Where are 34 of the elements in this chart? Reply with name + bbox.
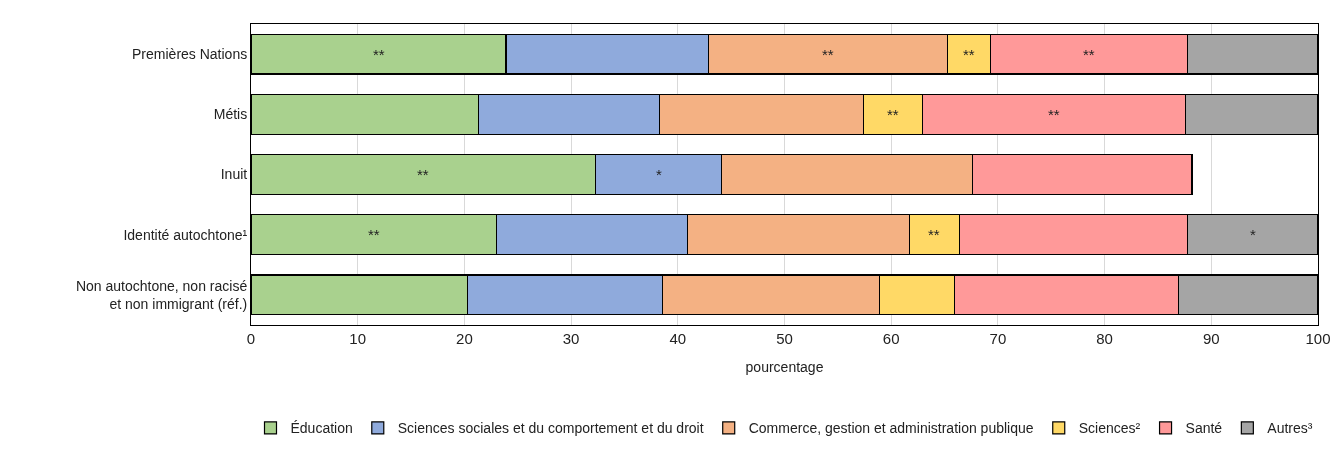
x-tick-label: 80 [1096, 330, 1113, 347]
data-label: ** [928, 226, 940, 243]
x-tick-label: 40 [669, 330, 687, 347]
x-tick-label: 70 [989, 330, 1007, 347]
x-tick-label: 50 [776, 330, 793, 347]
legend-label: Santé [1185, 420, 1223, 437]
legend-label: Sciences sociales et du comportement et du droit [397, 420, 704, 437]
data-label: ** [368, 226, 380, 243]
legend-label: Sciences² [1078, 420, 1141, 437]
x-tick-label: 10 [349, 330, 367, 347]
legend-label: Autres³ [1267, 420, 1313, 437]
x-tick-label: 90 [1202, 330, 1220, 347]
x-tick-label: 0 [246, 330, 256, 347]
data-label: ** [887, 106, 899, 123]
y-tick-label: Premières Nations [132, 46, 248, 62]
x-tick-label: 60 [882, 330, 900, 347]
x-tick-label: 20 [456, 330, 473, 347]
data-label: * [1250, 226, 1256, 243]
y-tick-label: Non autochtone, non racisé et non immigrant (réf.) [75, 277, 248, 312]
data-label: ** [1083, 46, 1095, 63]
data-label: ** [1048, 106, 1060, 123]
data-label: * [656, 166, 662, 183]
data-label: ** [417, 166, 429, 183]
y-tick-label: Métis [213, 106, 248, 123]
legend-label: Éducation [290, 420, 353, 437]
data-label: ** [822, 46, 834, 63]
legend-label: Commerce, gestion et administration publique [748, 420, 1034, 437]
data-label: ** [963, 46, 975, 63]
x-tick-label: 30 [562, 330, 580, 347]
x-axis-title: pourcentage [745, 359, 824, 376]
y-tick-label: Identité autochtone¹ [123, 226, 248, 243]
y-tick-label: Inuit [220, 166, 248, 183]
x-tick-label: 100 [1305, 330, 1331, 347]
data-label: ** [373, 46, 385, 63]
